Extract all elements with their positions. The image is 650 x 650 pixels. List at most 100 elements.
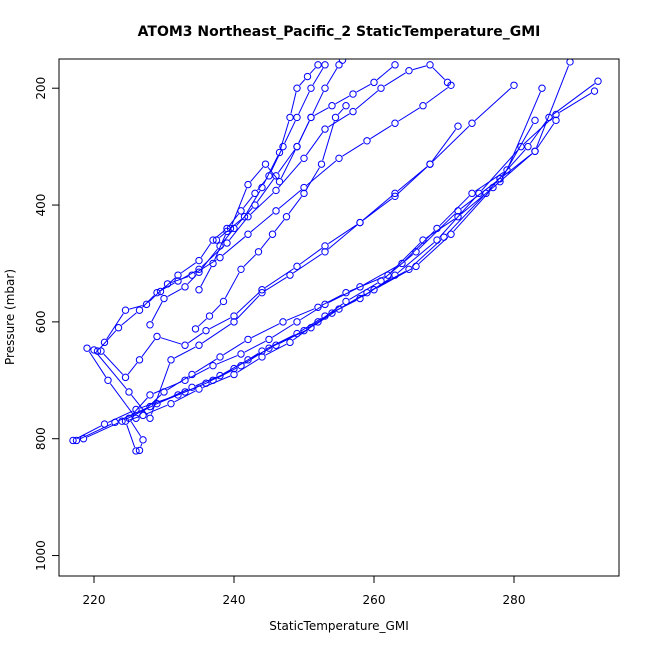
x-axis: 220 240 260 280 — [83, 576, 525, 607]
data-point — [160, 294, 168, 303]
data-point — [405, 66, 413, 75]
series-segment — [223, 361, 245, 375]
data-point — [317, 160, 326, 168]
series-segment — [390, 242, 421, 273]
data-point — [391, 119, 399, 127]
series-segment — [99, 330, 117, 349]
data-point — [328, 309, 336, 317]
data-point — [118, 417, 126, 425]
series-segment — [202, 375, 231, 388]
series-segment — [312, 91, 324, 115]
series-segment — [460, 180, 498, 209]
series-segment — [355, 90, 379, 110]
data-point — [160, 388, 168, 396]
data-point — [314, 61, 322, 69]
series-segment — [274, 219, 285, 232]
data-point — [132, 447, 140, 455]
series-segment — [535, 65, 570, 148]
data-point — [321, 61, 329, 69]
data-point — [335, 154, 343, 163]
series-segment — [146, 404, 168, 415]
data-point — [104, 376, 112, 384]
series-segment — [229, 219, 246, 241]
data-point — [216, 353, 224, 361]
series-segment — [337, 108, 344, 115]
data-point — [279, 318, 287, 326]
data-point — [195, 385, 203, 393]
data-point — [135, 446, 144, 455]
plot-area — [69, 59, 602, 455]
x-axis-label: StaticTemperature_GMI — [269, 619, 409, 633]
data-point — [240, 213, 249, 221]
data-point — [342, 102, 350, 110]
series-segment — [127, 362, 138, 375]
series-segment — [411, 239, 442, 267]
series-segment — [292, 323, 316, 341]
y-axis-label: Pressure (mbar) — [3, 269, 17, 365]
series-segment — [214, 234, 226, 260]
data-point — [293, 262, 301, 271]
series-segment — [412, 65, 427, 71]
data-point — [321, 84, 329, 92]
data-point — [384, 271, 392, 279]
data-point — [342, 297, 350, 306]
series-segment — [130, 421, 142, 437]
data-point — [426, 61, 434, 69]
data-point — [328, 102, 336, 110]
series-segment — [501, 123, 534, 179]
series-segment — [327, 224, 358, 250]
series-segment — [508, 91, 541, 167]
data-point — [426, 160, 434, 168]
data-point — [167, 399, 175, 408]
series-segment — [363, 264, 399, 286]
data-point — [153, 399, 161, 408]
series-segment — [163, 277, 176, 290]
data-point — [156, 287, 165, 296]
data-point — [181, 341, 189, 349]
data-point — [237, 350, 245, 358]
data-point — [195, 265, 203, 274]
series-segment — [299, 79, 306, 86]
data-point — [230, 312, 238, 320]
series-segment — [362, 195, 393, 221]
chart-title: ATOM3 Northeast_Pacific_2 StaticTemperat… — [138, 24, 541, 40]
data-point — [331, 113, 340, 122]
series-segment — [131, 397, 148, 416]
series-segment — [151, 301, 163, 322]
series-segment — [418, 236, 449, 265]
series-segment — [298, 120, 310, 144]
data-point — [272, 207, 280, 215]
data-point — [293, 318, 301, 326]
series-segment — [202, 323, 231, 344]
data-point — [531, 147, 539, 156]
series-segment — [181, 270, 196, 280]
series-segment — [167, 288, 182, 298]
series-segment — [236, 295, 260, 320]
data-point — [205, 312, 214, 320]
y-tick-label: 1000 — [34, 540, 48, 571]
data-point — [146, 321, 154, 329]
data-point — [268, 230, 277, 238]
data-point — [72, 436, 81, 445]
series-segment — [328, 113, 350, 128]
series-segment — [188, 367, 210, 379]
data-point — [531, 116, 539, 125]
data-point — [244, 180, 252, 189]
data-point — [146, 402, 154, 411]
data-point — [258, 353, 266, 361]
series-segment — [260, 237, 271, 249]
data-point — [209, 259, 217, 268]
series-segment — [250, 192, 274, 215]
series-segment — [187, 332, 204, 344]
data-point — [468, 119, 476, 127]
data-point — [121, 373, 130, 382]
data-point — [293, 84, 301, 92]
series-3 — [79, 116, 560, 443]
series-segment — [314, 107, 329, 116]
y-tick-label: 200 — [34, 77, 48, 100]
series-segment — [529, 120, 548, 144]
data-point — [377, 84, 385, 92]
series-segment — [320, 303, 344, 320]
